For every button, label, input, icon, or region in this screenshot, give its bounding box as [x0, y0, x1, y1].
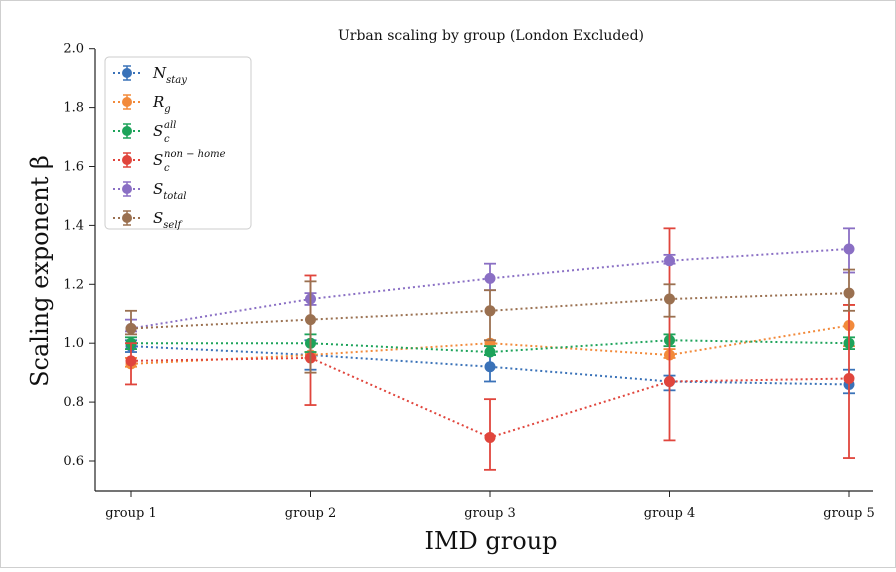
series-line	[130, 247, 850, 330]
legend-entry-1: Rg	[113, 93, 171, 115]
y-tick-label: 0.6	[63, 454, 84, 469]
y-tick-label: 1.0	[63, 336, 84, 351]
legend-entry-2: Sall c	[113, 120, 176, 145]
series-5	[125, 268, 855, 374]
legend-label-sub: total	[163, 191, 186, 202]
series-layer	[125, 227, 855, 471]
y-ticks: 0.6 0.8 1.0 1.2 1.4 1.6 1.8 2.0	[63, 42, 95, 469]
legend-marker	[122, 155, 132, 165]
legend-label-sup: non − home	[164, 149, 226, 160]
legend-marker	[122, 184, 132, 194]
legend-marker	[122, 213, 132, 223]
data-point	[484, 346, 496, 358]
legend-label: Rg	[152, 93, 171, 115]
chart-title: Urban scaling by group (London Excluded)	[338, 28, 644, 44]
legend-label: Sall c	[153, 120, 176, 145]
legend-label-sub: self	[163, 220, 183, 231]
data-point	[125, 322, 137, 334]
legend-label-sub: stay	[166, 75, 187, 86]
data-point	[664, 293, 675, 305]
x-tick-label: group 2	[285, 506, 336, 521]
legend-label: Nstay	[152, 64, 187, 86]
legend-entry-4: Stotal	[113, 180, 187, 202]
legend-label-base: N	[152, 64, 167, 82]
legend-label-base: S	[153, 180, 163, 198]
x-ticks: group 1 group 2 group 3 group 4 group 5	[105, 491, 875, 521]
data-point	[843, 373, 855, 385]
y-axis-label: Scaling exponent β	[26, 155, 54, 387]
legend-entry-5: Sself	[113, 209, 184, 231]
y-tick-label: 1.4	[63, 218, 84, 233]
legend-box	[104, 56, 252, 230]
data-point	[484, 272, 496, 284]
legend-label-base: S	[153, 209, 163, 227]
legend-marker	[122, 126, 132, 136]
data-point	[484, 431, 496, 443]
legend-label-sub: c	[164, 163, 170, 174]
legend-label: Snon − home c	[153, 149, 226, 174]
data-point	[664, 255, 675, 267]
legend-label-sub: g	[164, 104, 170, 115]
legend-marker	[122, 97, 132, 107]
data-point	[125, 355, 137, 367]
y-tick-label: 1.2	[63, 277, 84, 292]
x-tick-label: group 3	[464, 506, 515, 521]
data-point	[843, 243, 855, 255]
y-tick-label: 1.8	[63, 101, 84, 116]
x-axis-label: IMD group	[424, 527, 557, 555]
legend-entry-3: Snon − home c	[113, 149, 226, 174]
data-point	[305, 314, 316, 326]
legend-label-sub: c	[164, 134, 170, 145]
legend-label-base: S	[153, 151, 163, 169]
legend-label-base: R	[152, 93, 164, 111]
y-tick-label: 0.8	[63, 395, 84, 410]
data-point	[484, 361, 496, 373]
legend-entry-0: Nstay	[113, 64, 187, 86]
legend-label: Sself	[153, 209, 184, 231]
data-point	[664, 375, 675, 387]
series-line	[130, 324, 850, 365]
legend-label: Stotal	[153, 180, 187, 202]
x-tick-label: group 1	[105, 506, 156, 521]
y-tick-label: 2.0	[63, 42, 84, 57]
series-4	[125, 227, 855, 334]
x-tick-label: group 4	[644, 506, 695, 521]
data-point	[843, 287, 855, 299]
x-tick-label: group 5	[823, 506, 874, 521]
data-point	[484, 305, 496, 317]
legend-label-base: S	[153, 122, 163, 140]
y-tick-label: 1.6	[63, 160, 84, 175]
legend-label-sup: all	[164, 120, 176, 131]
legend-marker	[122, 68, 132, 78]
